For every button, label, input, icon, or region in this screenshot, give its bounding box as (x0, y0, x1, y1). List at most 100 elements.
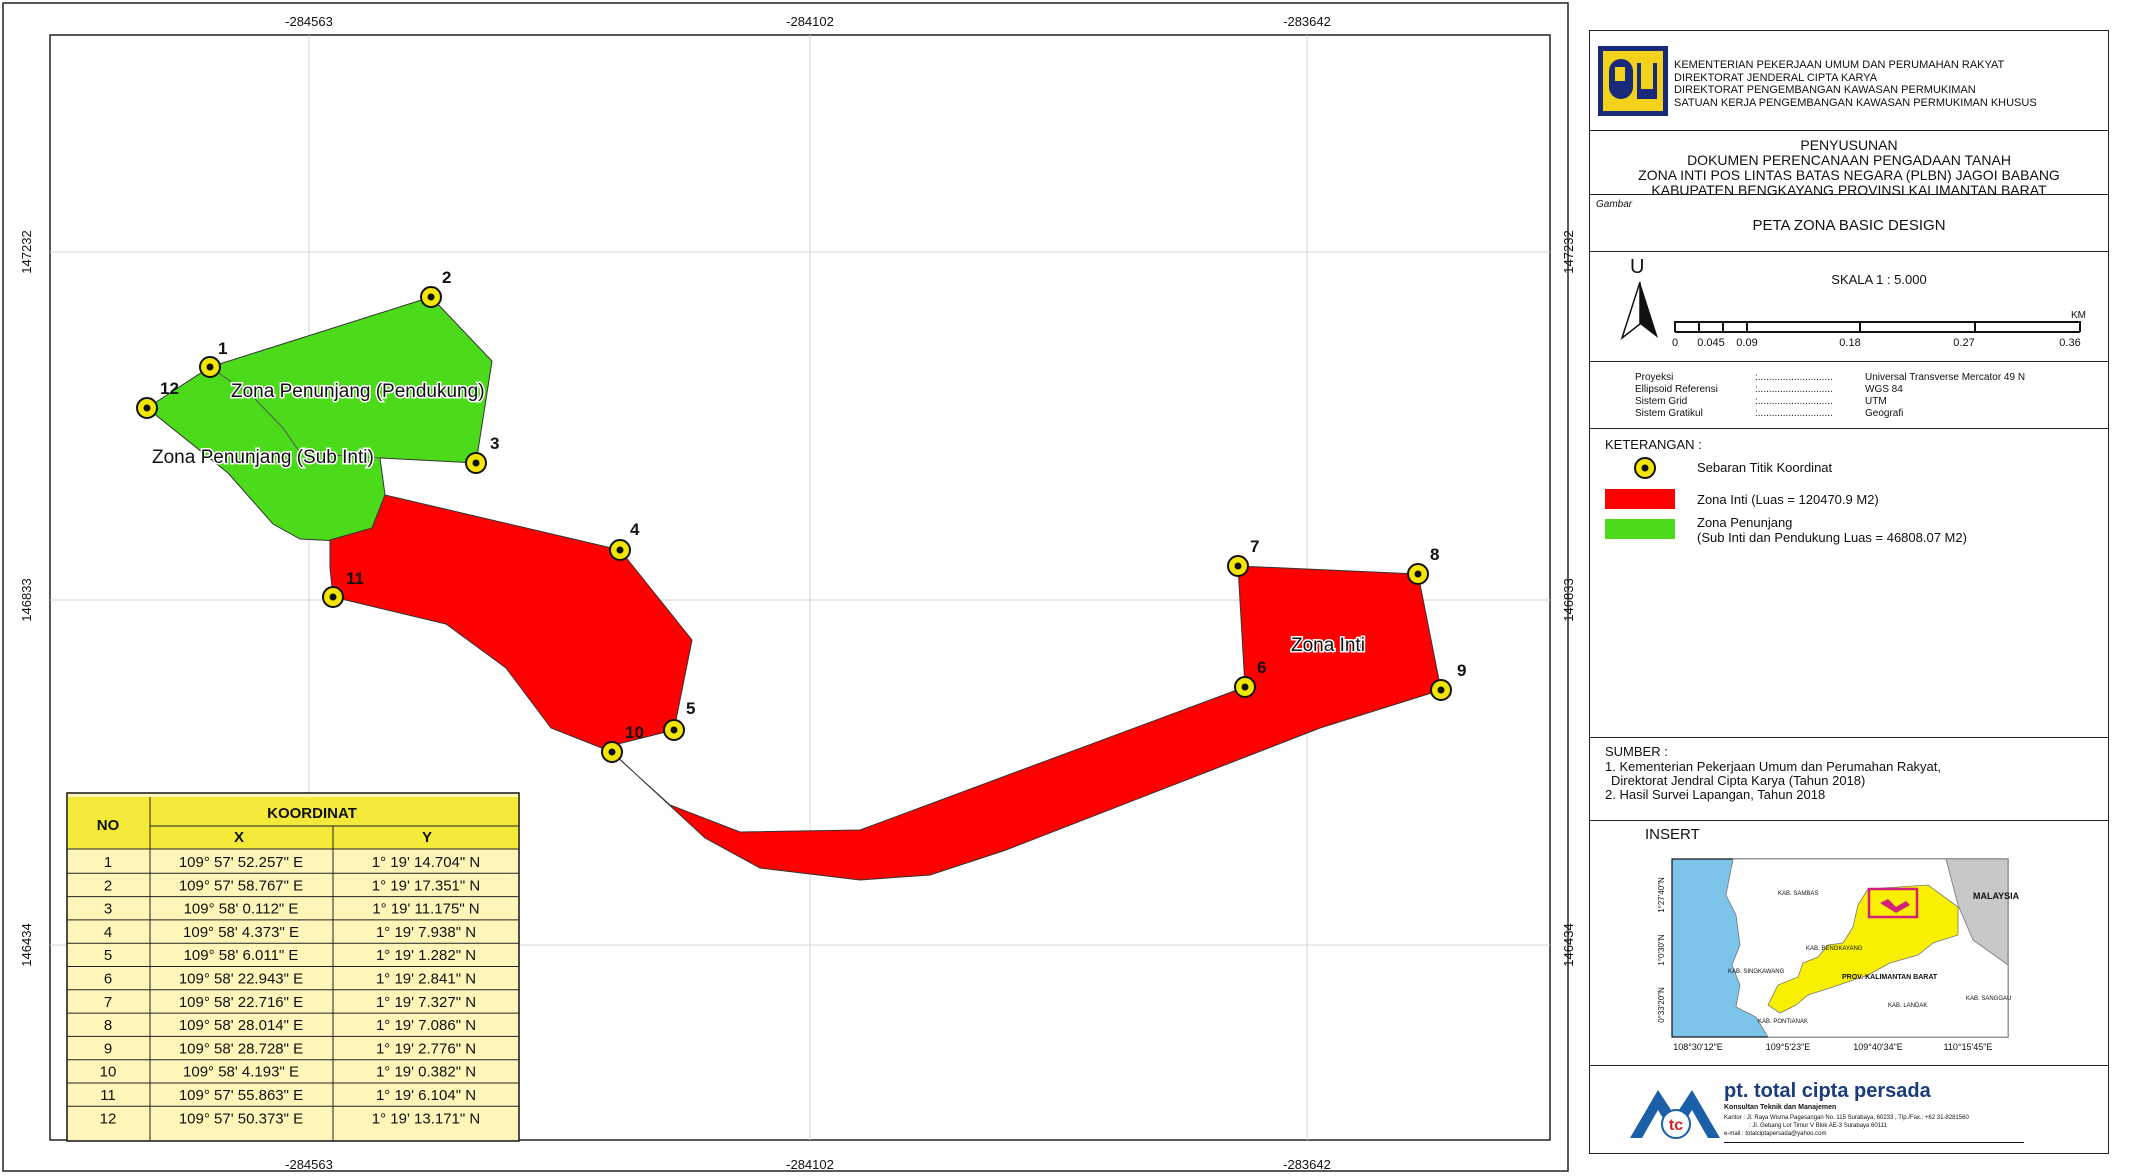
legend-projection: Proyeksi:........................... Univ… (1590, 362, 2108, 429)
projection-key: Proyeksi (1635, 372, 1674, 383)
tick-bottom-1: -284563 (285, 1157, 333, 1172)
coordinate-point-2: 2 (420, 268, 451, 308)
projection-value: UTM (1865, 396, 1887, 407)
cell-x: 109° 57' 58.767" E (179, 877, 303, 894)
cell-y: 1° 19' 2.841" N (376, 971, 476, 988)
zona-boundary (209, 366, 381, 459)
legend-keterangan: KETERANGAN : Sebaran Titik Koordinat Zon… (1590, 429, 2108, 738)
projection-value: WGS 84 (1865, 384, 1903, 395)
tick-right-1: 147232 (1561, 230, 1575, 273)
table-row: 9 109° 58' 28.728" E 1° 19' 2.776" N (104, 1040, 476, 1057)
zona-inti-polygon (329, 494, 1442, 881)
cell-no: 5 (104, 947, 112, 964)
table-header-no: NO (97, 817, 120, 834)
company-kantor2: : Jl. Gebang Lor Timur V Blok AE-3 Surab… (1749, 1123, 1887, 1129)
sumber-title: SUMBER : (1605, 744, 1668, 759)
tick-left-2: 146833 (19, 578, 34, 621)
cell-x: 109° 57' 52.257" E (179, 854, 303, 871)
legend-scale: U SKALA 1 : 5.000 0 0.045 0.09 0.18 0.27… (1590, 252, 2108, 362)
projection-sep: :........................... (1755, 408, 1833, 419)
tick-left-3: 146434 (19, 923, 34, 966)
tick-bottom-3: -283642 (1283, 1157, 1331, 1172)
north-arrow-icon (1620, 281, 1658, 340)
insert-xtick-1: 108°30'12"E (1673, 1042, 1723, 1052)
coordinate-point-12: 12 (136, 379, 179, 419)
title-line-2: DOKUMEN PERENCANAAN PENGADAAN TANAH (1687, 152, 2011, 168)
projection-row: Sistem Grid:........................... U… (1635, 396, 2025, 408)
company-rule (1724, 1142, 2024, 1143)
coordinate-point-7: 7 (1227, 537, 1259, 577)
header-line-1: KEMENTERIAN PEKERJAAN UMUM DAN PERUMAHAN… (1674, 59, 2005, 71)
table-header-x: X (234, 829, 244, 846)
projection-key: Sistem Gratikul (1635, 408, 1703, 419)
title-line-1: PENYUSUNAN (1800, 137, 1898, 153)
scale-tick-3: 0.18 (1839, 337, 1860, 349)
cell-x: 109° 58' 28.014" E (179, 1017, 303, 1034)
legend-sumber: SUMBER : 1. Kementerian Pekerjaan Umum d… (1590, 738, 2108, 821)
scale-tick-2: 0.09 (1736, 337, 1757, 349)
table-row: 7 109° 58' 22.716" E 1° 19' 7.327" N (104, 994, 476, 1011)
company-email: : totalciptapersada@yahoo.com (1742, 1131, 1827, 1137)
point-symbol-icon (1634, 457, 1656, 479)
projection-row: Proyeksi:........................... Univ… (1635, 372, 2025, 384)
legend-item-penunjang-2: (Sub Inti dan Pendukung Luas = 46808.07 … (1697, 530, 1967, 545)
table-header-koordinat: KOORDINAT (267, 805, 357, 822)
insert-xtick-4: 110°15'45"E (1944, 1042, 1993, 1052)
cell-no: 11 (100, 1087, 116, 1104)
sumber-line-3: 2. Hasil Survei Lapangan, Tahun 2018 (1605, 787, 1826, 802)
cell-x: 109° 57' 50.373" E (179, 1110, 303, 1127)
legend-swatch-penunjang (1605, 519, 1675, 539)
legend-item-penunjang: Zona Penunjang (Sub Inti dan Pendukung L… (1697, 515, 1967, 545)
cell-x: 109° 57' 55.863" E (179, 1087, 303, 1104)
legend-item-penunjang-1: Zona Penunjang (1697, 515, 1793, 530)
projection-key: Sistem Grid (1635, 396, 1688, 407)
legend-header: KEMENTERIAN PEKERJAAN UMUM DAN PERUMAHAN… (1590, 31, 2108, 131)
label-zona-sub-inti: Zona Penunjang (Sub Inti) (152, 447, 374, 468)
legend-gambar: Gambar PETA ZONA BASIC DESIGN (1590, 195, 2108, 252)
point-label-8: 8 (1430, 545, 1439, 564)
tick-top-1: -284563 (285, 14, 333, 29)
company-sub: Konsultan Teknik dan Manajemen (1724, 1104, 1837, 1111)
legend-item-titik: Sebaran Titik Koordinat (1697, 460, 1833, 475)
company-name: pt. total cipta persada (1724, 1080, 1931, 1102)
legend-insert: INSERT MALAYSIA KAB. SAMBAS KAB. BENGKAY… (1590, 821, 2108, 1066)
point-label-12: 12 (160, 379, 179, 398)
point-label-3: 3 (490, 434, 499, 453)
cell-no: 6 (104, 971, 112, 988)
insert-label-bengkayang: KAB. BENGKAYANG (1806, 946, 1863, 952)
cell-no: 9 (104, 1040, 112, 1057)
point-label-6: 6 (1257, 658, 1266, 677)
cell-no: 12 (100, 1110, 117, 1127)
svg-text:tc: tc (1669, 1117, 1683, 1134)
projection-row: Ellipsoid Referensi:....................… (1635, 384, 2025, 396)
insert-ytick-1: 1°27'40"N (1657, 877, 1666, 913)
cell-no: 3 (104, 901, 112, 918)
scale-unit: KM (2071, 310, 2086, 321)
label-zona-inti: Zona Inti (1291, 635, 1365, 656)
cell-x: 109° 58' 0.112" E (184, 901, 299, 918)
cell-y: 1° 19' 7.086" N (376, 1017, 476, 1034)
tick-top-3: -283642 (1283, 14, 1331, 29)
legend-swatch-inti (1605, 489, 1675, 509)
insert-xtick-3: 109°40'34"E (1853, 1042, 1903, 1052)
projection-value: Universal Transverse Mercator 49 N (1865, 372, 2026, 383)
insert-ytick-3: 0°33'20"N (1657, 987, 1666, 1023)
cell-x: 109° 58' 4.373" E (183, 924, 299, 941)
title-line-3: ZONA INTI POS LINTAS BATAS NEGARA (PLBN)… (1638, 167, 2060, 183)
legend-title: PENYUSUNAN DOKUMEN PERENCANAAN PENGADAAN… (1590, 131, 2108, 198)
coordinate-point-6: 6 (1234, 658, 1266, 698)
cell-no: 10 (100, 1064, 117, 1081)
tick-left-1: 147232 (19, 230, 34, 273)
insert-label-prov: PROV. KALIMANTAN BARAT (1842, 974, 1938, 981)
point-label-9: 9 (1457, 661, 1466, 680)
cell-y: 1° 19' 6.104" N (376, 1087, 476, 1104)
table-header-y: Y (422, 829, 432, 846)
coordinate-point-1: 1 (199, 339, 227, 378)
projection-row: Sistem Gratikul:........................… (1635, 408, 2025, 420)
insert-label-sambas: KAB. SAMBAS (1778, 891, 1818, 897)
sumber-line-2: Direktorat Jendral Cipta Karya (Tahun 20… (1611, 773, 1866, 788)
legend-panel: KEMENTERIAN PEKERJAAN UMUM DAN PERUMAHAN… (1589, 30, 2109, 1154)
north-letter: U (1630, 256, 1645, 278)
table-row: 12 109° 57' 50.373" E 1° 19' 13.171" N (100, 1110, 481, 1127)
map-canvas: -284563 -284102 -283642 -284563 -284102 … (2, 2, 1575, 1172)
